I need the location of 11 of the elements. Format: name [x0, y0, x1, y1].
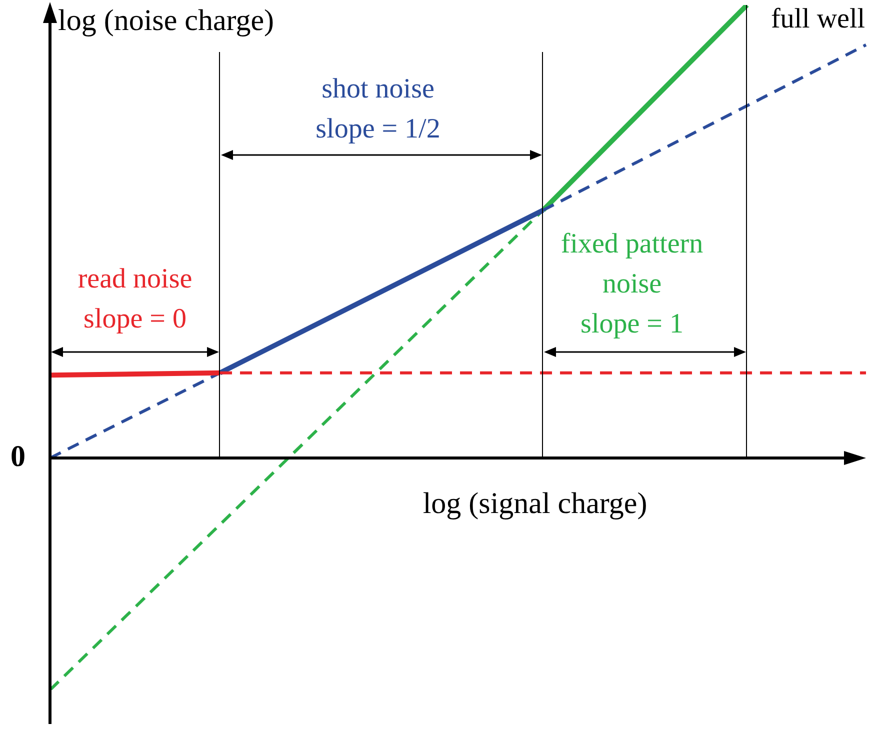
y-axis-title: log (noise charge): [58, 4, 274, 37]
annotation: fixed pattern: [560, 228, 704, 260]
annotation: slope = 1/2: [316, 113, 440, 144]
text: 0: [10, 440, 26, 473]
annotation: noise: [602, 268, 662, 300]
annotation: read noise: [78, 263, 192, 294]
annotation: slope = 1: [580, 308, 684, 340]
annotation: slope = 0: [84, 303, 186, 334]
annotation: shot noise: [322, 73, 434, 104]
x-axis-title: log (signal charge): [422, 486, 648, 520]
annotation: full well: [770, 3, 866, 34]
